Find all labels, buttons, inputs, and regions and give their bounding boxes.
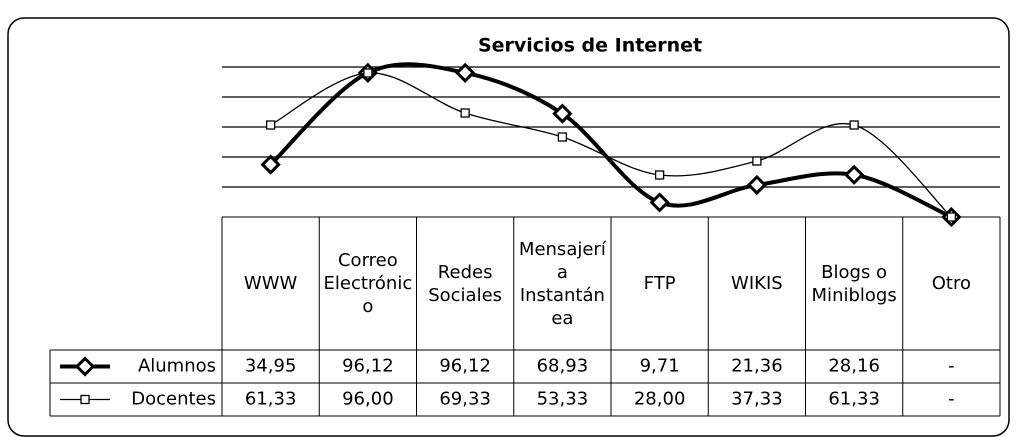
data-label: 68,93 (537, 356, 589, 377)
data-label: - (948, 356, 955, 377)
data-label: 21,36 (731, 356, 783, 377)
category-label: Blogs o Miniblogs (811, 261, 897, 306)
chart-title: Servicios de Internet (478, 35, 702, 57)
marker (946, 212, 957, 222)
category-label: Otro (931, 273, 971, 294)
data-label: - (948, 389, 955, 410)
marker (260, 154, 281, 175)
category-label: Redes Sociales (428, 261, 503, 306)
data-label: 37,33 (731, 389, 783, 410)
marker (80, 394, 90, 405)
data-label: 28,16 (828, 356, 880, 377)
category-label: WWW (243, 273, 298, 294)
series-line (270, 72, 952, 218)
data-label: 61,33 (245, 389, 297, 410)
legend-label: Alumnos (138, 356, 216, 377)
category-label: Correo Electrónico (323, 250, 413, 317)
data-label: 96,00 (342, 389, 394, 410)
marker (649, 192, 670, 213)
marker (849, 120, 859, 130)
marker (557, 132, 568, 142)
marker (455, 62, 476, 83)
data-label: 53,33 (537, 389, 589, 410)
data-label: 61,33 (828, 389, 880, 410)
data-label: 9,71 (640, 356, 680, 377)
marker (460, 108, 470, 118)
marker (552, 103, 573, 124)
marker (654, 170, 665, 180)
category-label: FTP (643, 273, 676, 294)
category-label: Mensajería Instantánea (518, 238, 606, 329)
data-label: 34,95 (245, 356, 297, 377)
marker (363, 68, 373, 78)
series-line (269, 62, 953, 219)
category-label: WIKIS (731, 273, 783, 294)
marker (752, 156, 762, 166)
marker (844, 164, 865, 185)
data-label: 28,00 (634, 389, 686, 410)
frame (7, 17, 1010, 437)
marker (265, 120, 276, 130)
marker (746, 174, 767, 196)
marker (74, 356, 96, 377)
data-label: 69,33 (439, 389, 491, 410)
data-label: 96,12 (439, 356, 491, 377)
legend-label: Docentes (131, 389, 216, 410)
data-label: 96,12 (342, 356, 394, 377)
